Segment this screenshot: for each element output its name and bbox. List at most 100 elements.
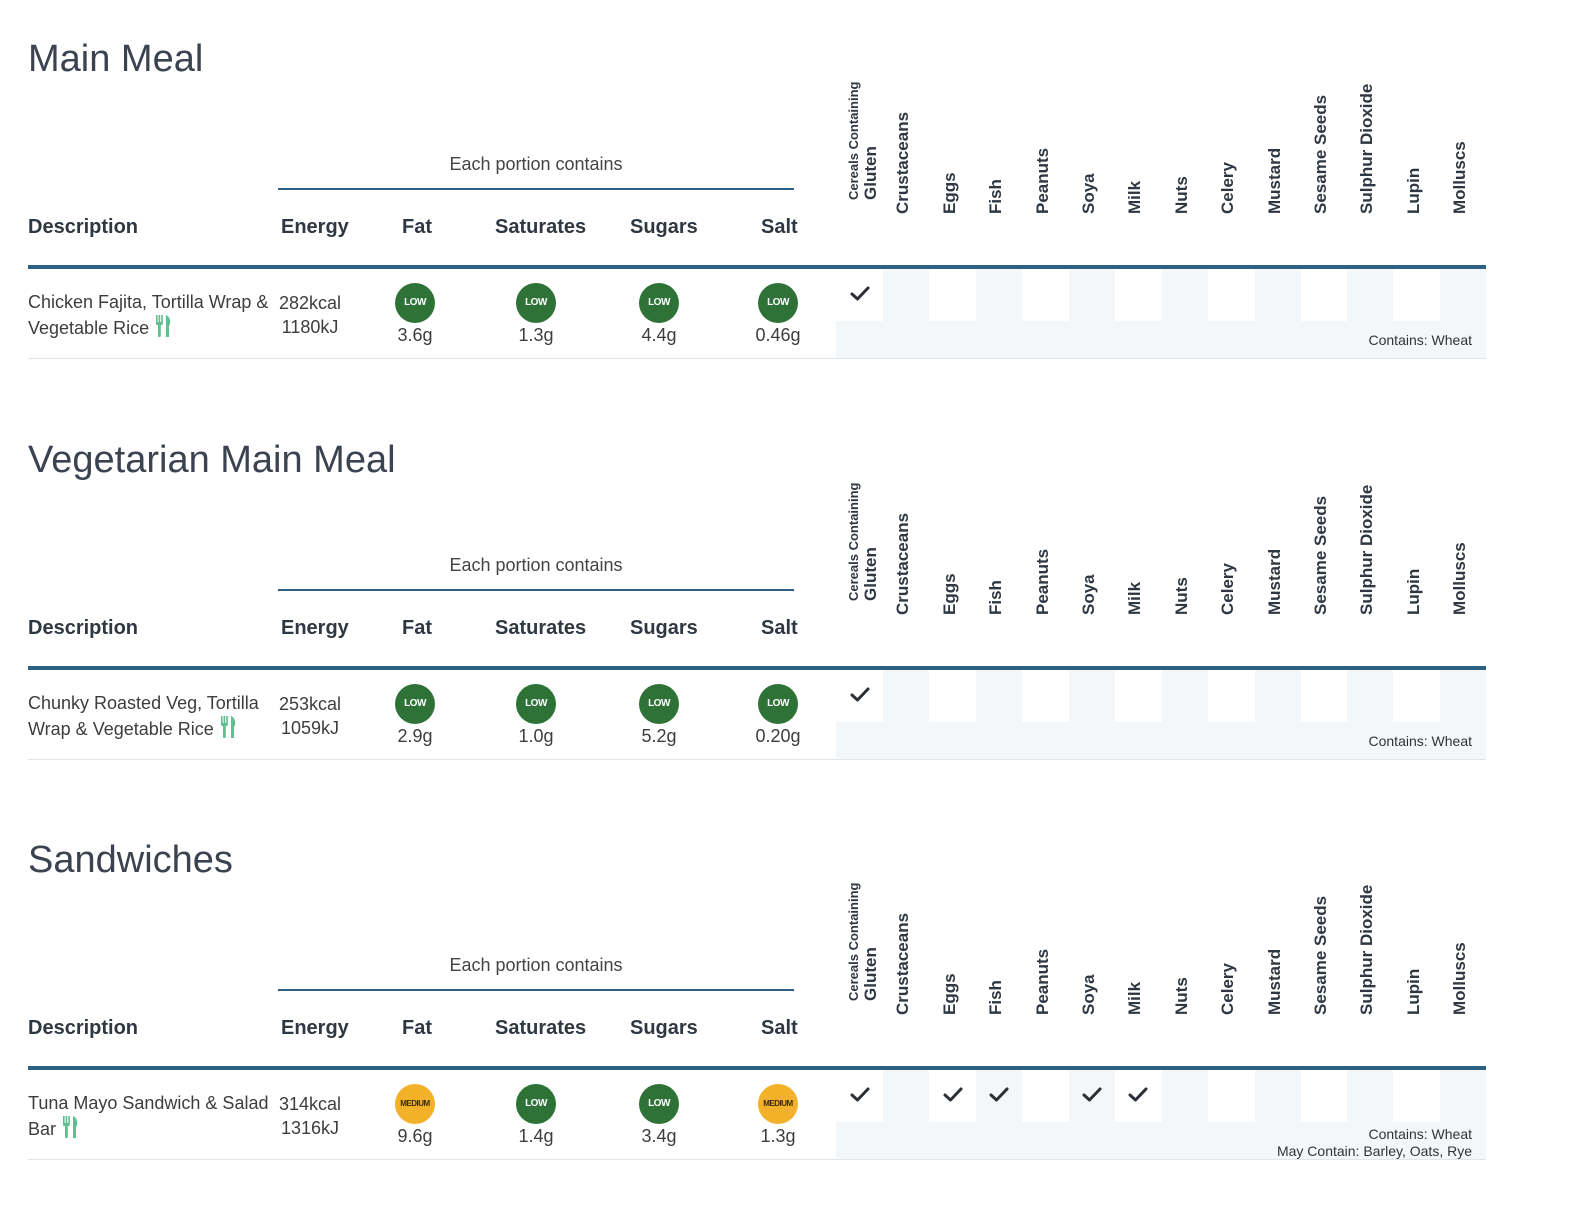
allergen-cell [1440,670,1487,722]
fat-level-badge: LOW [395,283,435,323]
allergen-cell [1301,269,1347,321]
allergen-cell [1254,670,1301,722]
allergen-header-label: Sulphur Dioxide [1357,83,1377,214]
cutlery-icon [63,1116,78,1138]
column-header-salt: Salt [761,617,798,639]
portion-label: Each portion contains [449,955,623,975]
allergen-matrix: Contains: Wheat [836,269,1487,358]
allergen-cell [1440,269,1487,321]
column-header-sugars: Sugars [630,1017,698,1039]
allergen-header: Soya [1069,485,1115,635]
allergen-header-text: Cereals Containing Gluten [846,482,881,601]
allergen-header-label: Fish [986,179,1006,214]
allergen-header-text: Sesame Seeds [1311,896,1331,1015]
allergen-header-label: Sulphur Dioxide [1357,884,1377,1015]
allergen-header-text: Crustaceans [893,913,913,1015]
allergen-header-text: Peanuts [1033,549,1053,615]
allergen-cell [1440,1070,1487,1122]
allergen-header-text: Mustard [1265,949,1285,1015]
allergen-header-text: Sesame Seeds [1311,496,1331,615]
allergen-header-label: Fish [986,980,1006,1015]
fat-cell: LOW 3.6g [380,283,450,346]
column-header-sugars: Sugars [630,617,698,639]
energy-kcal: 282kcal [278,293,342,313]
allergen-cell [1069,670,1115,722]
allergen-matrix: Contains: Wheat May Contain: Barley, Oats… [836,1070,1487,1159]
allergen-header-prefix: Cereals Containing [846,81,861,200]
allergen-header-label: Molluscs [1450,942,1470,1015]
allergen-header-label: Mustard [1264,948,1284,1015]
allergen-header-label: Celery [1218,563,1238,615]
salt-level-badge: MEDIUM [758,1084,798,1124]
allergen-header-prefix: Cereals Containing [846,482,861,601]
allergen-header-text: Molluscs [1450,141,1470,214]
allergen-header-text: Crustaceans [893,513,913,615]
allergen-header-text: Cereals Containing Gluten [846,883,881,1001]
column-header-salt: Salt [761,1017,798,1039]
allergen-header-label: Sesame Seeds [1311,895,1330,1015]
column-header-salt: Salt [761,216,798,238]
allergen-header: Peanuts [1023,84,1069,234]
check-icon [850,1087,870,1102]
allergen-header: Peanuts [1023,485,1069,635]
column-header-energy: Energy [281,617,349,639]
column-header-fat: Fat [402,216,432,238]
fat-value: 9.6g [397,1126,433,1146]
allergen-header-text: Fish [986,179,1006,214]
header-divider [28,666,1486,670]
allergen-header-text: Mustard [1265,549,1285,615]
fat-value: 3.6g [397,325,433,345]
allergen-header-text: Celery [1218,162,1238,214]
saturates-level-badge: LOW [516,684,556,724]
salt-level-badge: LOW [758,283,798,323]
salt-value: 0.20g [755,726,801,746]
allergen-header-label: Nuts [1171,176,1191,214]
allergen-header-text: Lupin [1404,569,1424,615]
allergen-header-text: Molluscs [1450,942,1470,1015]
salt-cell: LOW 0.46g [743,283,813,346]
allergen-header-text: Soya [1079,574,1099,615]
energy-value: 253kcal 1059kJ [278,692,342,740]
saturates-value: 1.4g [518,1126,554,1146]
allergen-header: Cereals Containing Gluten [837,482,883,635]
allergen-header: Fish [976,84,1022,234]
column-header-fat: Fat [402,1017,432,1039]
column-header-energy: Energy [281,216,349,238]
allergen-contains-note: Contains: Wheat [836,321,1486,358]
allergen-cell [837,670,883,722]
sugars-cell: LOW 3.4g [624,1084,694,1147]
energy-kj: 1059kJ [280,718,340,738]
allergen-cell [883,1070,930,1122]
allergen-header: Lupin [1394,485,1440,635]
allergen-cell [1394,269,1440,321]
allergen-header: Sesame Seeds [1301,84,1347,234]
allergen-header-text: Nuts [1172,176,1192,214]
allergen-header-label: Sesame Seeds [1311,495,1330,615]
allergen-header: Lupin [1394,84,1440,234]
allergen-header-label: Mustard [1264,147,1284,214]
allergen-header-label: Soya [1079,173,1098,214]
allergen-cell [930,670,976,722]
allergen-header: Peanuts [1023,885,1069,1035]
menu-section: Vegetarian Main Meal Each portion contain… [0,401,1577,801]
allergen-header-label: Celery [1218,162,1238,214]
allergen-header-text: Eggs [940,573,960,615]
allergen-header-label: Nuts [1171,977,1191,1015]
saturates-cell: LOW 1.3g [501,283,571,346]
saturates-level-badge: LOW [516,1084,556,1124]
allergen-header-text: Nuts [1172,577,1192,615]
allergen-header-label: Crustaceans [893,912,913,1015]
allergen-header: Cereals Containing Gluten [837,883,883,1035]
allergen-header-label: Molluscs [1450,141,1470,214]
allergen-header: Fish [976,885,1022,1035]
column-header-description: Description [28,617,139,639]
portion-divider [278,989,794,991]
fat-value: 2.9g [397,726,433,746]
allergen-cell [930,269,976,321]
allergen-header-text: Milk [1125,982,1145,1015]
allergen-header-label: Soya [1079,974,1098,1015]
allergen-header: Soya [1069,84,1115,234]
allergen-cell [1301,1070,1347,1122]
allergen-header-label: Gluten [861,547,880,601]
allergen-header-text: Peanuts [1033,949,1053,1015]
